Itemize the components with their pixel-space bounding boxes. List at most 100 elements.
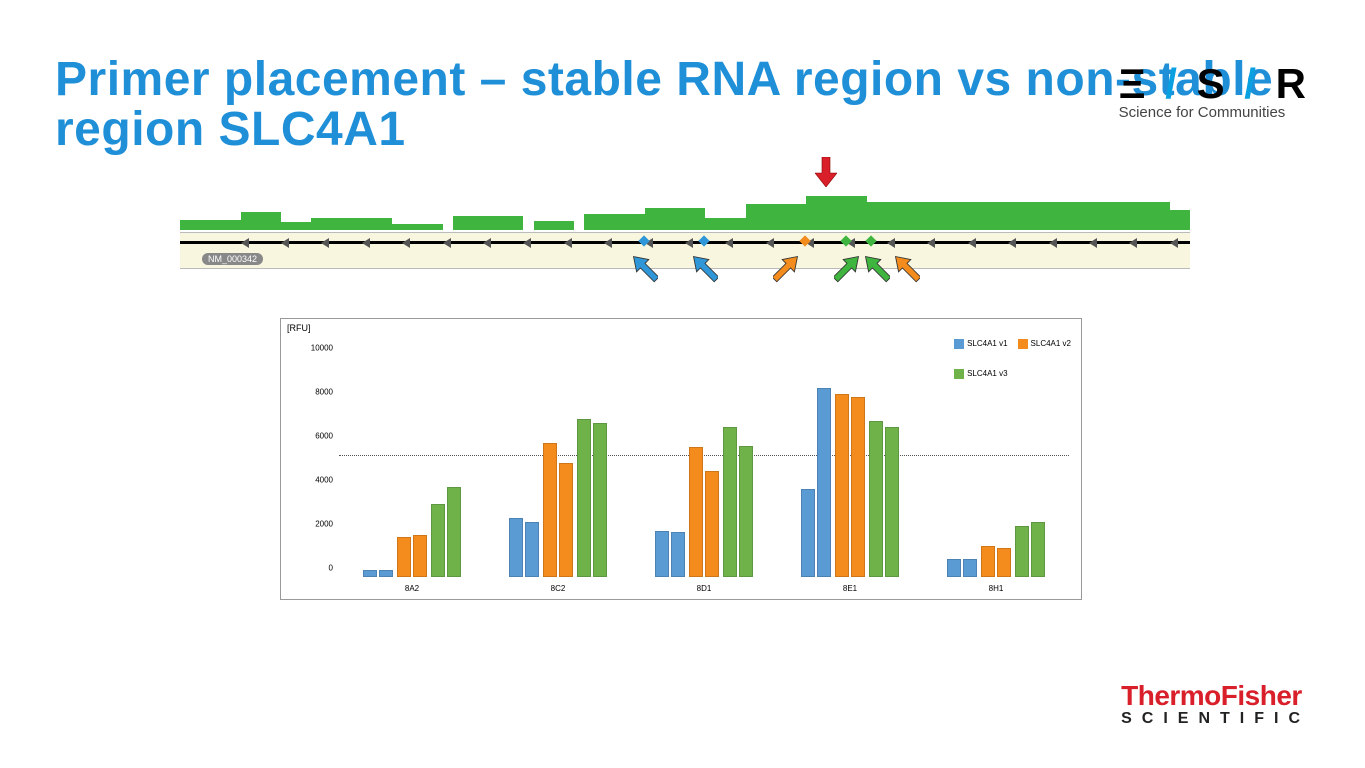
chart-bar — [363, 570, 377, 577]
esr-logo-sub: Science for Communities — [1119, 104, 1310, 121]
y-tick-label: 2000 — [299, 520, 333, 529]
x-tick-label: 8C2 — [551, 584, 566, 593]
title-text: Primer placement – stable RNA region vs … — [55, 53, 1273, 156]
rfu-chart: [RFU] SLC4A1 v1SLC4A1 v2SLC4A1 v3 020004… — [280, 318, 1082, 600]
chart-bar — [869, 421, 883, 577]
chart-bar — [963, 559, 977, 577]
gene-track: NM_000342 — [180, 232, 1190, 269]
y-tick-label: 0 — [299, 564, 333, 573]
coverage-bar — [806, 196, 867, 230]
chart-bar — [447, 487, 461, 577]
coverage-bar — [645, 208, 706, 230]
chart-bar — [1015, 526, 1029, 577]
primer-arrow-icon — [692, 251, 718, 285]
y-tick-label: 8000 — [299, 388, 333, 397]
track-tick-icon — [604, 238, 612, 248]
chart-bar — [559, 463, 573, 577]
chart-bar — [981, 546, 995, 577]
coverage-bar — [746, 204, 807, 230]
y-axis-label: [RFU] — [287, 323, 311, 333]
track-tick-icon — [725, 238, 733, 248]
coverage-bar — [241, 212, 281, 230]
chart-bar — [1031, 522, 1045, 577]
thermo-logo: ThermoFisher SCIENTIFIC — [1121, 680, 1310, 728]
primer-arrow-icon — [773, 251, 799, 285]
chart-bar — [835, 394, 849, 577]
coverage-bar — [705, 218, 745, 230]
track-tick-icon — [523, 238, 531, 248]
chart-bar — [801, 489, 815, 577]
y-tick-label: 10000 — [299, 344, 333, 353]
track-tick-icon — [281, 238, 289, 248]
primer-arrow-icon — [864, 251, 890, 285]
chart-plot-area: 02000400060008000100008A28C28D18E18H1 — [339, 357, 1069, 577]
chart-bar — [655, 531, 669, 577]
chart-bar — [851, 397, 865, 577]
primer-marker-icon — [865, 235, 876, 246]
reference-line — [339, 455, 1069, 456]
gene-label: NM_000342 — [202, 253, 263, 265]
track-tick-icon — [685, 238, 693, 248]
thermo-logo-sub: SCIENTIFIC — [1121, 710, 1310, 728]
esr-logo-top: Ξ / S / R — [1119, 60, 1310, 108]
chart-bar — [671, 532, 685, 577]
track-tick-icon — [927, 238, 935, 248]
legend-item: SLC4A1 v1 — [954, 337, 1007, 351]
highlight-arrow-icon — [815, 157, 837, 187]
chart-bar — [947, 559, 961, 577]
track-tick-icon — [968, 238, 976, 248]
x-tick-label: 8A2 — [405, 584, 419, 593]
chart-bar — [379, 570, 393, 577]
legend-item: SLC4A1 v2 — [1018, 337, 1071, 351]
chart-bar — [543, 443, 557, 577]
primer-marker-icon — [698, 235, 709, 246]
track-tick-icon — [1089, 238, 1097, 248]
chart-bar — [997, 548, 1011, 577]
primer-arrow-icon — [632, 251, 658, 285]
track-tick-icon — [402, 238, 410, 248]
coverage-bar — [534, 221, 574, 230]
coverage-bar — [453, 216, 524, 230]
chart-bar — [689, 447, 703, 577]
track-tick-icon — [1129, 238, 1137, 248]
thermo-logo-top: ThermoFisher — [1121, 680, 1310, 712]
track-tick-icon — [483, 238, 491, 248]
track-tick-icon — [241, 238, 249, 248]
track-tick-icon — [887, 238, 895, 248]
y-tick-label: 6000 — [299, 432, 333, 441]
chart-bar — [397, 537, 411, 577]
primer-arrow-icon — [834, 251, 860, 285]
coverage-bar — [867, 202, 1170, 230]
track-tick-icon — [1170, 238, 1178, 248]
y-tick-label: 4000 — [299, 476, 333, 485]
chart-bar — [739, 446, 753, 577]
esr-logo: Ξ / S / R Science for Communities — [1119, 60, 1310, 121]
coverage-bar — [392, 224, 443, 230]
chart-bar — [817, 388, 831, 577]
chart-bar — [593, 423, 607, 577]
chart-bar — [885, 427, 899, 577]
chart-bar — [577, 419, 591, 577]
coverage-plot — [180, 185, 1190, 230]
chart-bar — [525, 522, 539, 577]
genome-track: NM_000342 — [180, 185, 1190, 269]
primer-arrow-icon — [894, 251, 920, 285]
coverage-bar — [1170, 210, 1190, 230]
chart-bar — [413, 535, 427, 577]
track-tick-icon — [443, 238, 451, 248]
coverage-bar — [311, 218, 392, 230]
x-tick-label: 8D1 — [697, 584, 712, 593]
coverage-bar — [180, 220, 241, 230]
track-tick-icon — [564, 238, 572, 248]
chart-bar — [431, 504, 445, 577]
track-tick-icon — [362, 238, 370, 248]
coverage-bar — [281, 222, 311, 230]
chart-bar — [723, 427, 737, 577]
coverage-bar — [584, 214, 645, 230]
track-tick-icon — [1049, 238, 1057, 248]
track-tick-icon — [1008, 238, 1016, 248]
x-tick-label: 8E1 — [843, 584, 857, 593]
chart-bar — [705, 471, 719, 577]
x-tick-label: 8H1 — [989, 584, 1004, 593]
chart-bar — [509, 518, 523, 577]
